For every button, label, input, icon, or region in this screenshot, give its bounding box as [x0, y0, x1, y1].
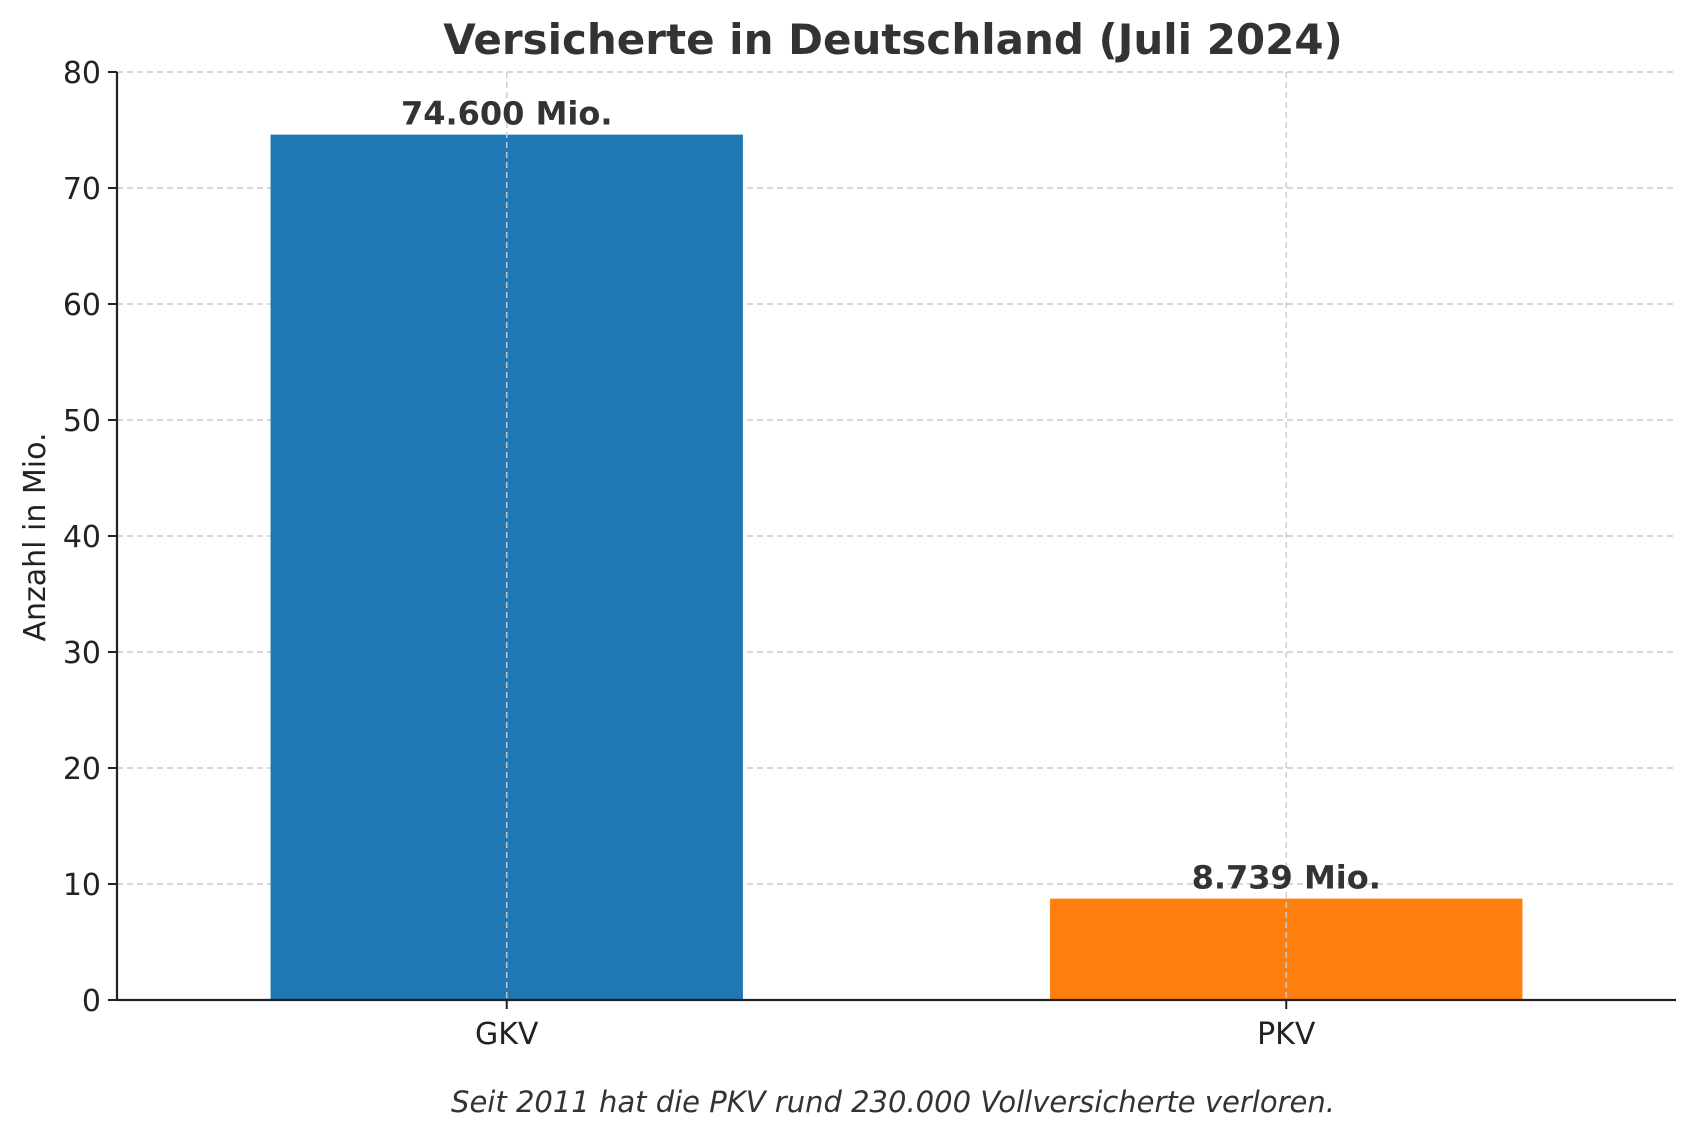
data-labels: 74.600 Mio. 8.739 Mio. — [401, 95, 1381, 897]
y-tick-label: 70 — [63, 172, 101, 207]
y-tick-label: 40 — [63, 520, 101, 555]
footnote: Seit 2011 hat die PKV rund 230.000 Vollv… — [451, 1085, 1335, 1119]
x-tick-label-gkv: GKV — [475, 1017, 539, 1052]
bars — [270, 72, 1523, 1000]
y-tick-label: 50 — [63, 404, 101, 439]
y-tick-label: 10 — [63, 868, 101, 903]
y-axis-label: Anzahl in Mio. — [18, 432, 53, 641]
chart-title: Versicherte in Deutschland (Juli 2024) — [443, 15, 1343, 64]
x-tick-label-pkv: PKV — [1257, 1017, 1316, 1052]
y-tick-label: 20 — [63, 752, 101, 787]
data-label-pkv: 8.739 Mio. — [1192, 859, 1381, 897]
data-label-gkv: 74.600 Mio. — [401, 95, 613, 133]
axes: 0 10 20 30 40 50 60 70 80 GKV PKV — [63, 56, 1676, 1052]
y-tick-label: 60 — [63, 288, 101, 323]
y-tick-label: 30 — [63, 636, 101, 671]
y-tick-label: 80 — [63, 56, 101, 91]
y-tick-label: 0 — [82, 984, 101, 1019]
